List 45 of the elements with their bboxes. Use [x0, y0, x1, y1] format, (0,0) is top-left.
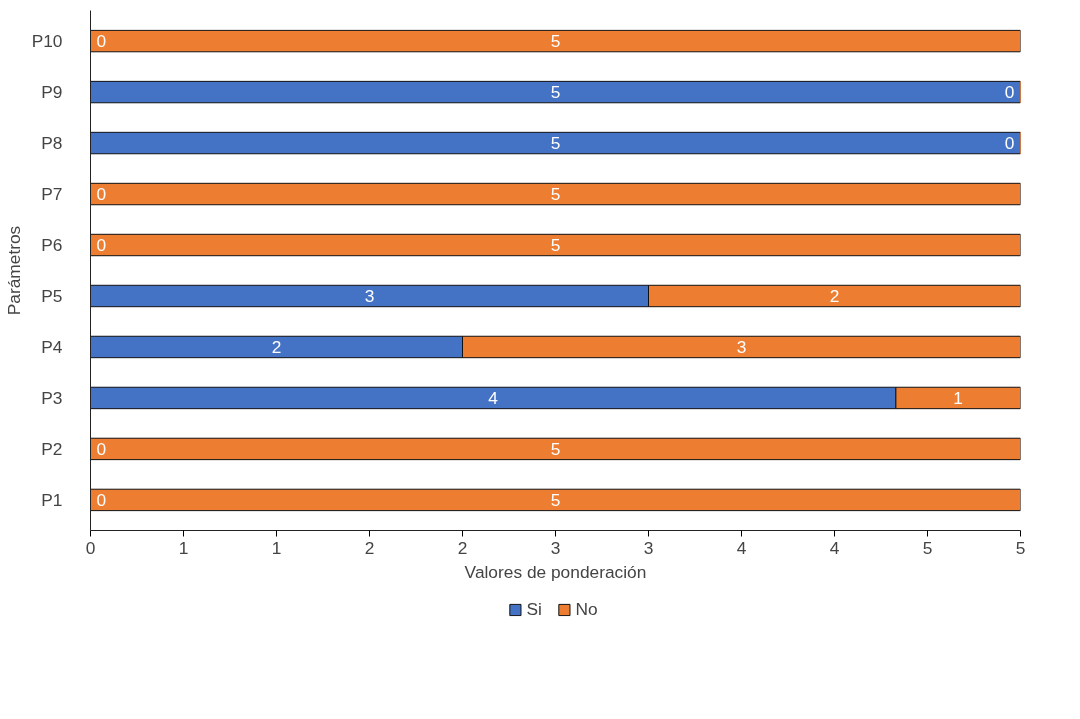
- x-axis-title: Valores de ponderación: [464, 561, 647, 582]
- data-label: 5: [550, 235, 561, 256]
- data-label: 5: [550, 133, 561, 154]
- legend-label: Si: [526, 598, 543, 620]
- x-tick-label: 1: [271, 537, 282, 558]
- x-tick-label: 3: [550, 537, 561, 558]
- data-label: 0: [96, 184, 107, 205]
- data-label: 0: [96, 31, 107, 52]
- data-label: 0: [1004, 133, 1015, 154]
- data-label: 5: [550, 184, 561, 205]
- data-label: 5: [550, 489, 561, 510]
- x-tick-label: 2: [457, 537, 468, 558]
- data-label: 0: [96, 235, 107, 256]
- x-tick-label: 4: [829, 537, 840, 558]
- data-label: 3: [364, 285, 375, 306]
- y-tick-label: P5: [41, 285, 63, 306]
- y-tick-label: P4: [41, 336, 63, 357]
- y-tick-label: P10: [31, 31, 63, 52]
- y-tick-label: P7: [41, 184, 63, 205]
- y-axis-title: Parámetros: [3, 225, 24, 316]
- data-label: 2: [829, 285, 840, 306]
- data-label: 0: [1004, 82, 1015, 103]
- x-tick-label: 3: [643, 537, 654, 558]
- data-label: 2: [271, 336, 282, 357]
- data-label: 1: [953, 387, 964, 408]
- y-tick-label: P2: [41, 438, 63, 459]
- data-label: 0: [96, 438, 107, 459]
- data-label: 5: [550, 31, 561, 52]
- data-label: 5: [550, 82, 561, 103]
- data-label: 0: [96, 489, 107, 510]
- x-tick-label: 0: [85, 537, 96, 558]
- x-tick-label: 2: [364, 537, 375, 558]
- legend-label: No: [575, 598, 598, 620]
- y-tick-label: P9: [41, 82, 63, 103]
- y-tick-label: P1: [41, 489, 63, 510]
- x-tick-label: 5: [1015, 537, 1026, 558]
- data-label: 4: [488, 387, 499, 408]
- y-tick-label: P6: [41, 235, 63, 256]
- y-tick-label: P8: [41, 133, 63, 154]
- data-label: 3: [736, 336, 747, 357]
- y-tick-label: P3: [41, 387, 63, 408]
- x-tick-label: 4: [736, 537, 747, 558]
- data-label: 5: [550, 438, 561, 459]
- x-tick-label: 1: [178, 537, 189, 558]
- x-tick-label: 5: [922, 537, 933, 558]
